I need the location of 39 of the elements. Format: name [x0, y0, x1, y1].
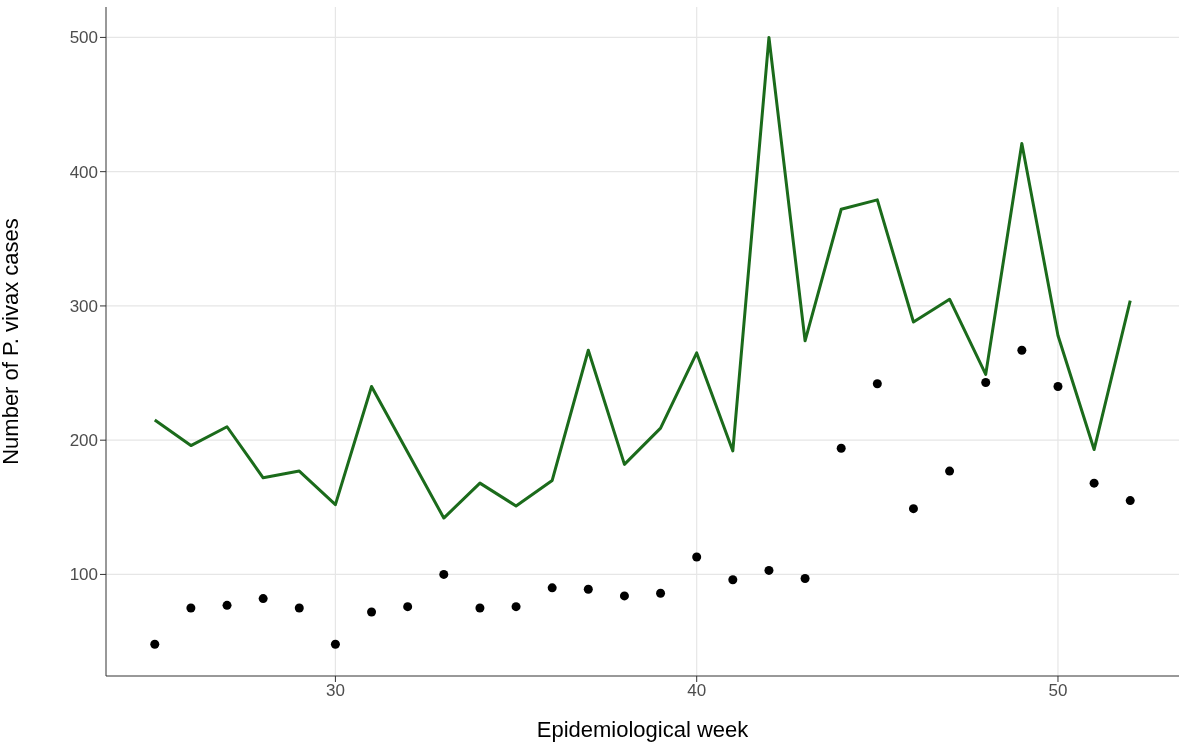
point: [908, 504, 918, 514]
line-series: [153, 35, 1132, 520]
point: [656, 588, 666, 598]
point: [619, 591, 629, 601]
point: [511, 602, 521, 612]
y-tick-label: 200: [69, 431, 98, 451]
point: [1125, 496, 1135, 506]
point: [764, 565, 774, 575]
point: [330, 639, 340, 649]
point: [403, 602, 413, 612]
x-tick-label: 50: [1048, 681, 1068, 701]
point: [583, 584, 593, 594]
point: [1089, 478, 1099, 488]
x-tick-label: 40: [687, 681, 707, 701]
point: [1017, 345, 1027, 355]
point: [439, 569, 449, 579]
y-axis-title: Number of P. vivax cases: [0, 218, 23, 465]
point: [945, 466, 955, 476]
y-tick-label: 100: [69, 565, 98, 585]
point: [258, 594, 268, 604]
point: [475, 603, 485, 613]
x-tick-label: 30: [325, 681, 345, 701]
point: [1053, 381, 1063, 391]
y-tick-label: 400: [69, 162, 98, 182]
point: [836, 443, 846, 453]
point: [981, 377, 991, 387]
y-tick-label: 300: [69, 296, 98, 316]
point: [547, 583, 557, 593]
y-tick-label: 500: [69, 28, 98, 48]
point: [692, 552, 702, 562]
point: [728, 575, 738, 585]
point: [800, 573, 810, 583]
point: [367, 607, 377, 617]
point: [872, 379, 882, 389]
point: [150, 639, 160, 649]
point: [294, 603, 304, 613]
point: [222, 600, 232, 610]
point: [186, 603, 196, 613]
x-axis-title: Epidemiological week: [536, 717, 750, 742]
